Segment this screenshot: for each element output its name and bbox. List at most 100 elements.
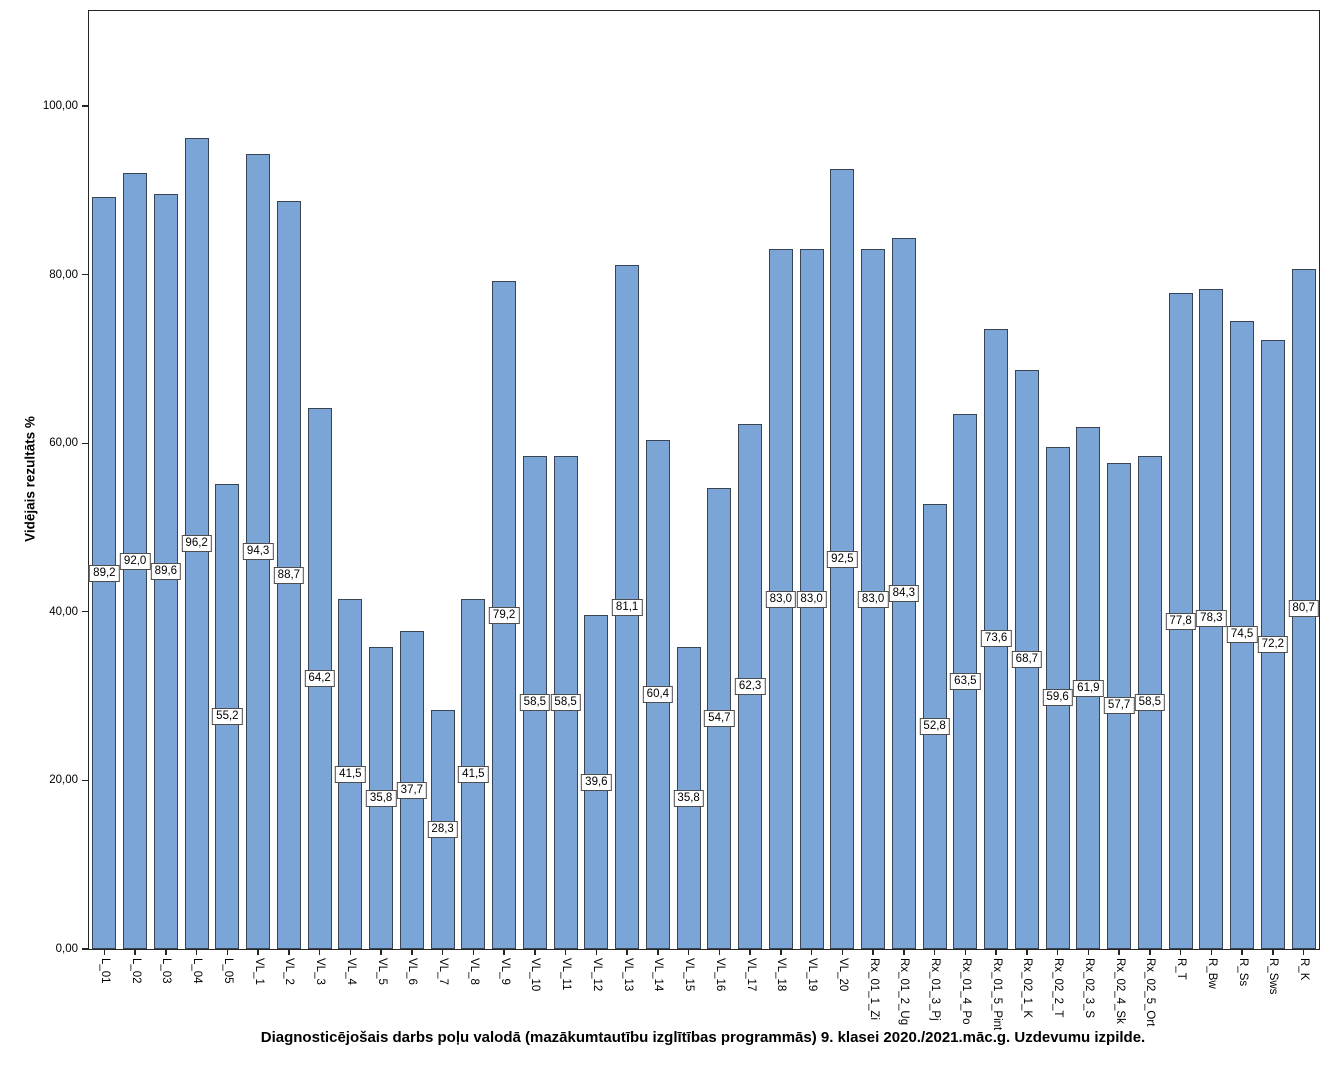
x-tick-label: Rx_02_3_S <box>1082 958 1095 1019</box>
x-tick-mark <box>103 949 106 955</box>
bar-value-label: 83,0 <box>765 590 797 608</box>
x-tick-label: Rx_02_2_T <box>1052 958 1065 1018</box>
bar-value-label: 58,5 <box>550 693 581 711</box>
x-tick-label: VL_11 <box>560 958 573 991</box>
x-tick-label: VL_2 <box>283 958 296 985</box>
x-tick-label: R_T <box>1175 958 1188 980</box>
x-tick-label: VL_12 <box>590 958 603 992</box>
bar-value-label: 78,3 <box>1196 610 1227 628</box>
bar-value-label: 89,6 <box>150 562 182 580</box>
x-tick-mark <box>380 949 382 955</box>
bar-value-label: 92,5 <box>827 550 858 568</box>
bar-value-label: 61,9 <box>1073 679 1104 697</box>
bar-value-label: 28,3 <box>427 821 458 839</box>
x-tick-label: Rx_02_4_Sk <box>1113 958 1126 1024</box>
x-tick-label: VL_4 <box>344 958 357 985</box>
bar-value-label: 89,2 <box>89 564 120 582</box>
x-tick-label: VL_14 <box>652 958 665 992</box>
x-tick-label: R_Sws <box>1267 958 1280 995</box>
bar-value-label: 62,3 <box>734 677 766 695</box>
x-tick-mark <box>349 949 352 955</box>
bar-value-label: 94,3 <box>242 543 274 561</box>
x-tick-label: VL_7 <box>437 958 450 985</box>
bar-value-label: 55,2 <box>212 707 243 725</box>
x-tick-label: R_K <box>1298 958 1311 981</box>
x-tick-mark <box>872 949 874 955</box>
bar-value-label: 35,8 <box>365 789 397 807</box>
x-tick-mark <box>257 949 259 955</box>
bar-value-label: 35,8 <box>673 789 704 807</box>
x-tick-label: VL_13 <box>621 958 634 992</box>
y-tick-label: 20,00 <box>49 774 78 787</box>
bar-value-label: 96,2 <box>181 535 212 553</box>
bar-value-label: 39,6 <box>581 773 612 791</box>
x-tick-mark <box>534 949 536 955</box>
x-tick-mark <box>995 949 997 955</box>
x-tick-mark <box>718 949 721 955</box>
y-tick-label: 100,00 <box>42 100 78 112</box>
x-tick-label: VL_6 <box>406 958 419 985</box>
x-tick-label: VL_10 <box>529 958 542 992</box>
y-tick-mark <box>82 611 89 613</box>
bar-value-label: 60,4 <box>642 685 674 703</box>
bar-value-label: 58,5 <box>519 693 551 711</box>
x-tick-mark <box>564 949 567 955</box>
x-tick-mark <box>595 949 598 955</box>
x-tick-label: VL_9 <box>498 958 511 985</box>
bar-value-label: 92,0 <box>119 552 151 570</box>
x-tick-label: VL_20 <box>836 958 849 992</box>
x-tick-label: VL_5 <box>375 958 388 985</box>
x-tick-mark <box>626 949 628 955</box>
y-tick-mark <box>82 779 89 782</box>
x-tick-label: L_03 <box>160 958 173 984</box>
y-axis-title: Vidējais rezultāts % <box>22 416 38 542</box>
x-tick-mark <box>780 949 782 955</box>
x-tick-mark <box>933 949 936 955</box>
x-tick-mark <box>472 949 475 955</box>
bar-value-label: 68,7 <box>1011 650 1043 668</box>
bar-value-label: 37,7 <box>396 781 428 799</box>
x-tick-mark <box>134 949 136 955</box>
bar-value-label: 64,2 <box>304 669 335 687</box>
y-tick-label: 60,00 <box>49 437 78 450</box>
x-tick-mark <box>964 949 967 955</box>
x-tick-label: Rx_01_4_Po <box>959 958 972 1025</box>
x-tick-mark <box>318 949 321 955</box>
plot-area: 0,00 20,00 40,00 60,00 80,00 100,00 89,2 92,0 8… <box>43 10 1320 1030</box>
y-tick-mark <box>82 273 89 276</box>
bar-value-label: 88,7 <box>273 566 305 584</box>
x-tick-label: L_01 <box>98 958 111 984</box>
x-tick-label: VL_8 <box>467 958 480 985</box>
bar-value-label: 52,8 <box>919 717 950 735</box>
bar-value-label: 58,5 <box>1134 693 1166 711</box>
x-tick-mark <box>810 949 813 955</box>
y-tick-mark <box>82 105 89 107</box>
bar-value-label: 72,2 <box>1257 636 1289 654</box>
x-tick-mark <box>1272 949 1274 955</box>
x-tick-mark <box>195 949 198 955</box>
x-tick-label: R_Ss <box>1236 958 1249 987</box>
x-tick-label: Rx_01_5_Pint <box>990 958 1003 1031</box>
bar-value-label: 80,7 <box>1288 600 1319 618</box>
x-tick-label: Rx_02_5_Ort <box>1144 958 1157 1027</box>
y-tick-label: 40,00 <box>49 605 78 618</box>
y-tick-mark <box>82 948 89 950</box>
x-tick-mark <box>165 949 167 955</box>
x-tick-mark <box>749 949 751 955</box>
x-tick-mark <box>1026 949 1028 955</box>
x-tick-label: R_Bw <box>1205 958 1218 989</box>
x-tick-mark <box>1087 949 1090 955</box>
x-tick-label: Rx_02_1_K <box>1021 958 1034 1019</box>
x-tick-label: L_02 <box>129 958 142 984</box>
y-tick-label: 80,00 <box>49 268 78 281</box>
x-tick-label: Rx_01_1_Zi <box>867 958 880 1021</box>
x-tick-label: VL_1 <box>252 958 265 985</box>
bar-value-label: 74,5 <box>1226 626 1258 644</box>
x-tick-label: L_04 <box>191 958 204 984</box>
y-tick-mark <box>82 442 89 444</box>
y-tick-label: 0,00 <box>55 943 78 955</box>
bar-value-label: 79,2 <box>488 606 520 624</box>
x-tick-mark <box>441 949 444 955</box>
x-tick-label: VL_16 <box>713 958 726 992</box>
